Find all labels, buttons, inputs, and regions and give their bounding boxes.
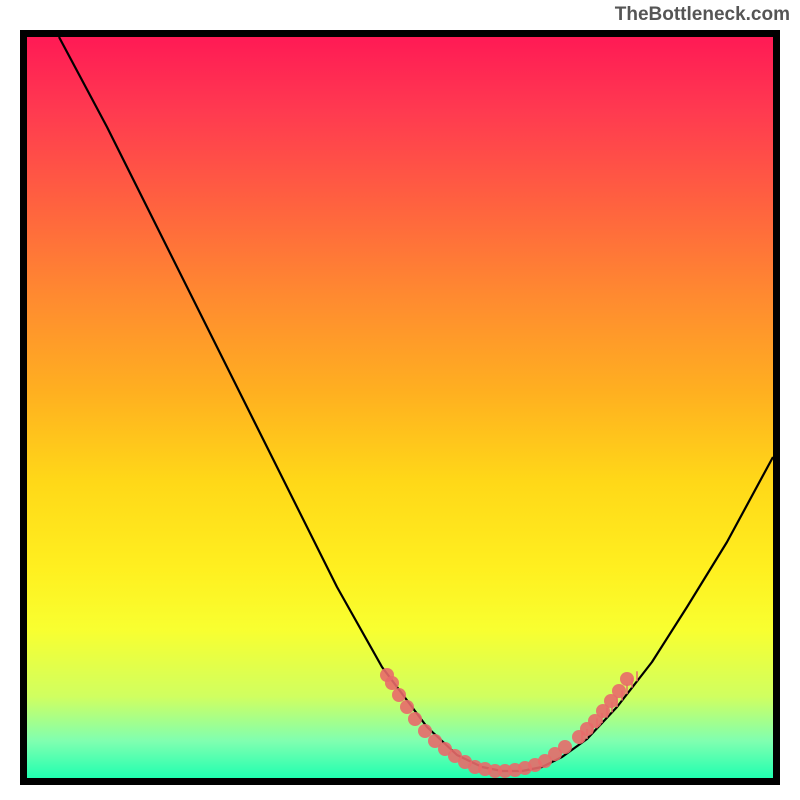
highlight-marker bbox=[558, 740, 572, 754]
chart-svg bbox=[27, 37, 773, 778]
watermark-text: TheBottleneck.com bbox=[615, 4, 790, 26]
highlight-marker bbox=[385, 676, 399, 690]
highlight-marker bbox=[400, 700, 414, 714]
chart-container: TheBottleneck.com bbox=[0, 0, 800, 800]
bottleneck-curve bbox=[59, 37, 773, 771]
highlight-marker bbox=[418, 724, 432, 738]
chart-frame bbox=[20, 30, 780, 785]
highlight-marker bbox=[392, 688, 406, 702]
highlight-markers bbox=[380, 668, 634, 778]
highlight-marker bbox=[408, 712, 422, 726]
highlight-marker bbox=[612, 684, 626, 698]
highlight-marker bbox=[620, 672, 634, 686]
